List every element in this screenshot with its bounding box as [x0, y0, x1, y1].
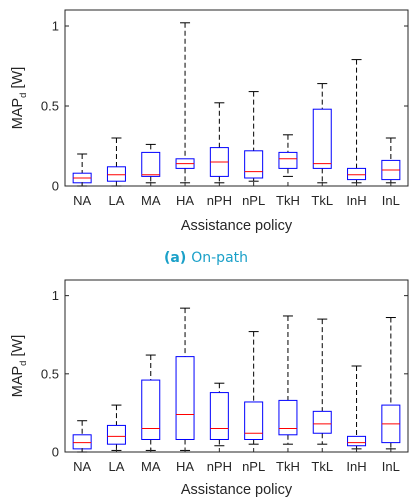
iqr-box — [209, 392, 229, 440]
box-HA — [175, 307, 195, 451]
x-tick-label: nPH — [207, 193, 232, 208]
y-tick-label: 0.5 — [41, 99, 59, 114]
iqr-box — [175, 356, 195, 440]
box-TkL — [312, 83, 332, 184]
iqr-box — [312, 108, 332, 169]
x-tick-label: MA — [141, 459, 161, 474]
box-nPL — [244, 91, 264, 182]
y-axis-label: MAPd [W] — [10, 67, 29, 130]
x-tick-label: InH — [346, 459, 366, 474]
y-axis-label-unit: [W] — [10, 335, 26, 361]
box-LA — [106, 404, 126, 451]
x-tick-label: NA — [73, 459, 91, 474]
x-tick-label: HA — [176, 459, 194, 474]
y-axis-label: MAPd [W] — [10, 335, 29, 398]
iqr-box — [347, 167, 367, 181]
y-axis-label-main: MAP — [10, 366, 26, 397]
chart-panel-second: 0 0.5 1 MAPd [W] Assistance policy NA LA MA HA nP… — [10, 279, 409, 498]
axes-frame — [64, 279, 409, 453]
x-tick-label: nPH — [207, 459, 232, 474]
box-nPH — [209, 102, 229, 184]
x-tick-label: InH — [346, 193, 366, 208]
box-InH — [347, 59, 367, 184]
y-tick-label: 0.5 — [41, 366, 59, 381]
box-TkL — [312, 318, 332, 445]
x-tick-label: LA — [108, 459, 124, 474]
x-tick-label: MA — [141, 193, 161, 208]
y-axis-label-main: MAP — [10, 98, 26, 129]
iqr-box — [72, 434, 92, 450]
y-axis-label-subscript: d — [18, 93, 29, 98]
caption: (a) On-path — [164, 250, 248, 266]
iqr-box — [312, 410, 332, 434]
x-tick-label: TkH — [276, 459, 300, 474]
iqr-box — [244, 401, 264, 440]
x-axis-label: Assistance policy — [181, 482, 293, 498]
x-tick-label: nPL — [242, 193, 265, 208]
x-tick-label: TkL — [311, 459, 333, 474]
box-NA — [72, 420, 92, 453]
y-tick-label: 0 — [52, 445, 59, 460]
x-tick-label: TkL — [311, 193, 333, 208]
axes-frame — [64, 9, 409, 187]
box-MA — [141, 354, 161, 451]
x-tick-label: nPL — [242, 459, 265, 474]
box-nPH — [209, 382, 229, 447]
y-tick-label: 0 — [52, 179, 59, 194]
box-TkH — [278, 315, 298, 445]
y-axis-label-subscript: d — [18, 361, 29, 366]
iqr-box — [106, 424, 126, 445]
y-tick-label: 1 — [52, 288, 59, 303]
x-tick-label: NA — [73, 193, 91, 208]
chart-panel-on-path: 0 0.5 1 MAPd [W] Assistance policy NA LA MA HA nP… — [10, 9, 409, 234]
x-tick-label: InL — [382, 193, 400, 208]
x-tick-label: TkH — [276, 193, 300, 208]
y-axis-label-unit: [W] — [10, 67, 26, 93]
box-nPL — [244, 331, 264, 445]
x-axis-label: Assistance policy — [181, 218, 293, 234]
box-MA — [141, 143, 161, 184]
box-InL — [381, 317, 401, 450]
box-NA — [72, 153, 92, 187]
iqr-box — [347, 435, 367, 447]
iqr-box — [106, 166, 126, 182]
caption-text: On-path — [191, 250, 248, 266]
iqr-box — [244, 150, 264, 179]
box-LA — [106, 137, 126, 187]
x-tick-label: InL — [382, 459, 400, 474]
iqr-box — [278, 399, 298, 436]
y-tick-label: 1 — [52, 19, 59, 34]
caption-label: (a) — [164, 250, 186, 266]
iqr-box — [141, 151, 161, 177]
iqr-box — [278, 151, 298, 169]
iqr-box — [141, 379, 161, 440]
box-HA — [175, 22, 195, 184]
x-tick-label: HA — [176, 193, 194, 208]
x-tick-label: LA — [108, 193, 124, 208]
box-TkH — [278, 134, 298, 177]
box-InH — [347, 365, 367, 450]
box-InL — [381, 137, 401, 184]
